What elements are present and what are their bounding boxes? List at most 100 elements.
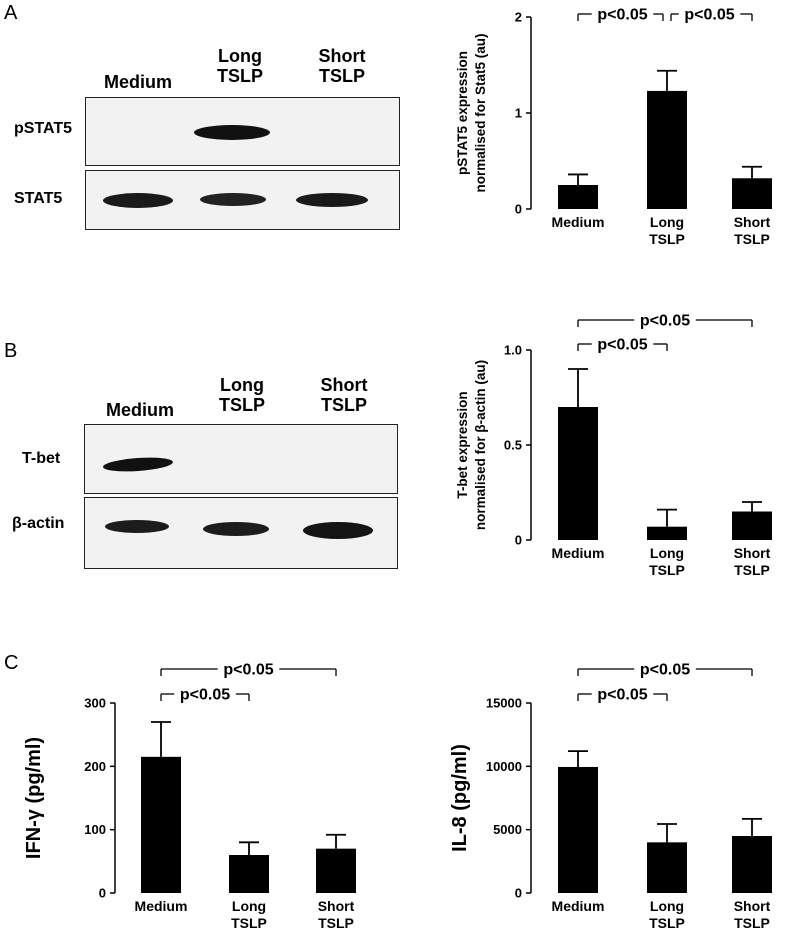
row-label-stat5: STAT5: [14, 190, 63, 207]
significance-label: p<0.05: [684, 7, 734, 24]
significance-label: p<0.05: [597, 687, 647, 704]
row-label-pstat5: pSTAT5: [14, 120, 73, 137]
category-label: TSLP: [734, 231, 770, 247]
band-actin-short: [303, 522, 373, 539]
category-label: TSLP: [649, 562, 685, 578]
significance-label: p<0.05: [597, 337, 647, 354]
y-tick-label: 300: [84, 696, 106, 711]
significance-bracket: p<0.05: [160, 687, 250, 704]
y-axis-label-text: IL-8 (pg/ml): [449, 744, 471, 852]
category-label: Long: [232, 898, 266, 914]
blot-pstat5: [85, 97, 400, 166]
panel-letter-a: A: [4, 2, 18, 24]
category-label: TSLP: [734, 562, 770, 578]
category-label: TSLP: [649, 231, 685, 247]
lane-label-short-tslp-a: Short TSLP: [287, 46, 397, 86]
y-tick-label: 1: [515, 106, 522, 121]
y-tick-label: 0: [515, 886, 522, 901]
significance-label: p<0.05: [640, 662, 690, 679]
band-stat5-long: [200, 193, 266, 206]
category-label: TSLP: [231, 915, 267, 931]
y-tick-label: 200: [84, 759, 106, 774]
significance-label: p<0.05: [640, 313, 690, 330]
category-label: TSLP: [649, 915, 685, 931]
blot-tbet: [84, 424, 398, 494]
significance-bracket: p<0.05: [577, 687, 668, 704]
blot-stat5: [85, 170, 400, 230]
significance-label: p<0.05: [180, 687, 230, 704]
category-label: Short: [734, 898, 771, 914]
band-actin-long: [203, 522, 269, 536]
lane-label-short-tslp-a-text: Short TSLP: [318, 46, 366, 86]
bar-short-tslp: [732, 511, 772, 540]
y-axis-label-line2: normalised for Stat5 (au): [473, 33, 488, 192]
category-label: Short: [734, 545, 771, 561]
y-tick-label: 2: [515, 10, 522, 25]
y-axis-label: IL-8 (pg/ml): [449, 744, 471, 852]
significance-label: p<0.05: [597, 7, 647, 24]
bar-short-tslp: [732, 836, 772, 893]
lane-label-medium-a: Medium: [103, 72, 172, 92]
y-tick-label: 0.5: [504, 438, 522, 453]
lane-label-long-tslp-b: Long TSLP: [187, 375, 297, 415]
y-axis-label: pSTAT5 expression normalised for Stat5 (a…: [455, 33, 488, 192]
band-stat5-short: [296, 193, 368, 207]
significance-bracket: p<0.05: [577, 313, 753, 330]
bar-short-tslp: [316, 848, 356, 893]
y-tick-label: 0: [515, 533, 522, 548]
y-axis-label: IFN-γ (pg/ml): [23, 737, 45, 859]
significance-label: p<0.05: [223, 662, 273, 679]
y-tick-label: 0: [99, 886, 106, 901]
significance-bracket: p<0.05: [160, 662, 337, 679]
category-label: Long: [650, 545, 684, 561]
row-label-beta-actin: β-actin: [12, 515, 65, 532]
y-axis-label: T-bet expression normalised for β-actin (…: [455, 360, 488, 530]
category-label: Medium: [135, 898, 188, 914]
bar-medium: [558, 407, 598, 540]
category-label: TSLP: [734, 915, 770, 931]
band-pstat5-long: [194, 125, 270, 140]
bar-medium: [558, 185, 598, 209]
category-label: Short: [734, 214, 771, 230]
lane-label-short-tslp-b: Short TSLP: [289, 375, 399, 415]
significance-bracket: p<0.05: [577, 7, 664, 24]
y-axis-label-line1: pSTAT5 expression: [455, 51, 470, 175]
significance-bracket: p<0.05: [577, 662, 753, 679]
band-stat5-medium: [103, 193, 173, 208]
category-label: Short: [318, 898, 355, 914]
panel-letter-b: B: [4, 340, 18, 362]
bar-long-tslp: [647, 526, 687, 540]
category-label: Long: [650, 898, 684, 914]
bar-short-tslp: [732, 178, 772, 209]
bar-medium: [141, 756, 181, 893]
y-tick-label: 15000: [486, 696, 522, 711]
y-tick-label: 0: [515, 202, 522, 217]
category-label: Medium: [552, 545, 605, 561]
bar-long-tslp: [647, 90, 687, 209]
y-tick-label: 10000: [486, 759, 522, 774]
category-label: Long: [650, 214, 684, 230]
y-tick-label: 5000: [493, 822, 522, 837]
panel-letter-c: C: [4, 652, 19, 674]
lane-label-long-tslp-b-text: Long TSLP: [218, 375, 265, 415]
y-axis-label-line2: normalised for β-actin (au): [473, 360, 488, 530]
row-label-tbet: T-bet: [22, 450, 61, 467]
lane-label-long-tslp-a-text: Long TSLP: [216, 46, 263, 86]
category-label: TSLP: [318, 915, 354, 931]
bar-medium: [558, 766, 598, 893]
lane-label-medium-b: Medium: [105, 400, 174, 420]
lane-label-short-tslp-b-text: Short TSLP: [320, 375, 368, 415]
blot-beta-actin: [84, 497, 398, 569]
band-actin-medium: [105, 520, 169, 533]
lane-label-long-tslp-a: Long TSLP: [185, 46, 295, 86]
category-label: Medium: [552, 214, 605, 230]
category-label: Medium: [552, 898, 605, 914]
y-tick-label: 1.0: [504, 343, 522, 358]
significance-bracket: p<0.05: [577, 337, 668, 354]
bar-long-tslp: [229, 855, 269, 893]
y-tick-label: 100: [84, 822, 106, 837]
